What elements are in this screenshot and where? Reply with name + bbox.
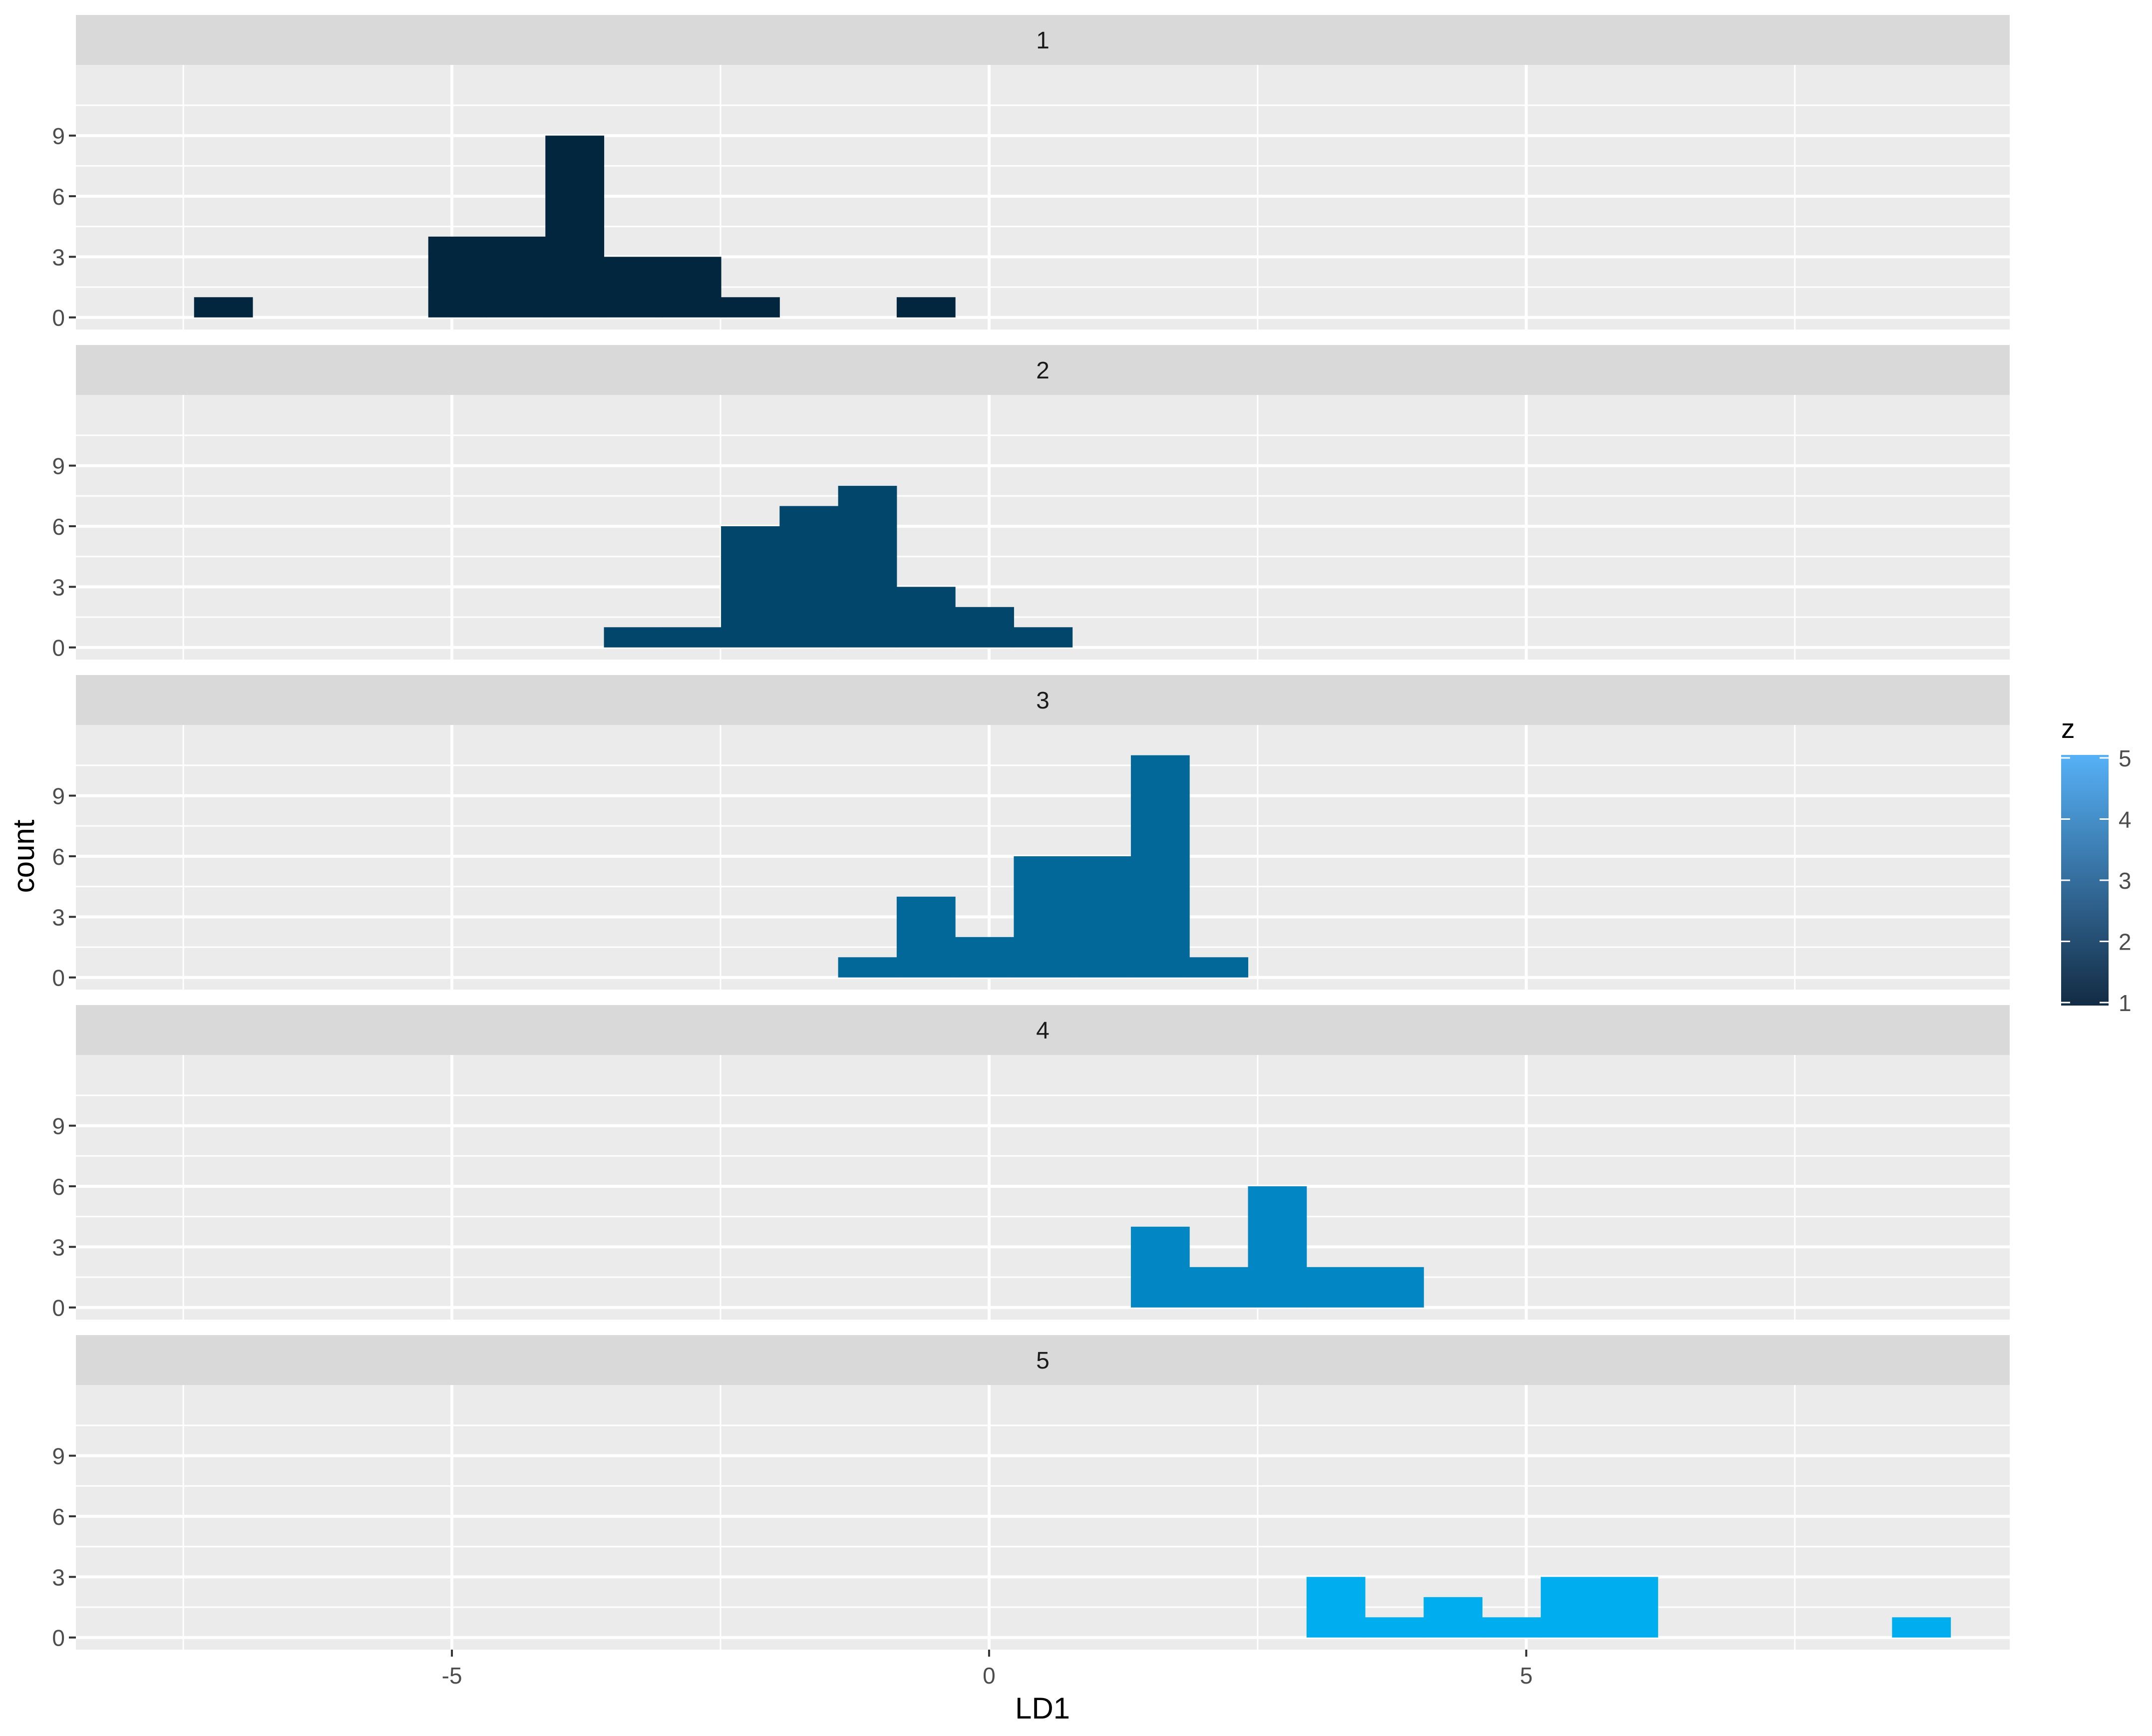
y-tick-label: 3 (52, 1234, 65, 1260)
legend: z 1 2 3 4 5 (2061, 713, 2132, 1016)
facet-panel-2: 2 0 3 6 9 (52, 345, 2010, 661)
y-tick-label: 0 (52, 305, 65, 331)
facet-strip-label: 1 (1036, 27, 1050, 54)
facet-strip (76, 675, 2010, 725)
histogram-bar (1540, 1577, 1600, 1638)
y-tick-label: 9 (52, 123, 65, 149)
facet-strip (76, 1005, 2010, 1055)
y-axis-title: count (7, 819, 40, 893)
histogram-bar (662, 627, 721, 648)
y-tick-label: 6 (52, 184, 65, 210)
histogram-bar (1599, 1577, 1658, 1638)
histogram-bar (896, 297, 956, 318)
legend-title: z (2061, 713, 2075, 744)
facet-panel-1: 1 0 3 6 9 (52, 15, 2010, 331)
histogram-bar (1248, 1186, 1307, 1308)
y-tick-label: 6 (52, 844, 65, 870)
y-tick-label: 3 (52, 1564, 65, 1590)
histogram-bar (1306, 1267, 1366, 1308)
histogram-bar (1130, 1226, 1190, 1308)
facet-strip-label: 4 (1036, 1018, 1050, 1044)
facet-panels: 1 0 3 6 9 2 0 3 6 9 3 0 3 6 9 4 0 3 6 9 5 0 3 6 9 (52, 15, 2010, 1651)
legend-ticks: 1 2 3 4 5 (2061, 745, 2132, 1016)
histogram-bar (896, 587, 956, 648)
y-tick-label: 6 (52, 1174, 65, 1200)
histogram-bar (1424, 1597, 1483, 1638)
histogram-bar (955, 607, 1014, 648)
histogram-bar (1892, 1617, 1951, 1638)
x-axis: -5 0 5 (442, 1650, 1533, 1689)
y-tick-label: 0 (52, 1625, 65, 1651)
facet-strip-label: 3 (1036, 688, 1050, 714)
facet-strip-label: 2 (1036, 357, 1050, 384)
facet-panel-5: 5 0 3 6 9 (52, 1335, 2010, 1651)
histogram-bar (428, 236, 487, 318)
histogram-bar (721, 526, 780, 648)
histogram-bar (838, 957, 897, 978)
histogram-bar (721, 297, 780, 318)
histogram-bar (1072, 856, 1131, 978)
y-tick-label: 9 (52, 1113, 65, 1139)
histogram-bar (1189, 957, 1248, 978)
x-tick-label: 5 (1520, 1663, 1533, 1689)
histogram-bar (1014, 627, 1073, 648)
y-tick-label: 9 (52, 453, 65, 479)
histogram-bar (487, 236, 546, 318)
legend-tick-label: 3 (2119, 868, 2132, 894)
histogram-bar (604, 257, 663, 318)
legend-tick-label: 4 (2119, 807, 2132, 833)
legend-tick-label: 1 (2119, 990, 2132, 1016)
histogram-bar (194, 297, 253, 318)
histogram-bar (545, 135, 605, 318)
y-tick-label: 3 (52, 904, 65, 930)
x-tick-label: -5 (442, 1663, 462, 1689)
y-tick-label: 3 (52, 244, 65, 270)
histogram-bar (604, 627, 663, 648)
histogram-bar (955, 937, 1014, 978)
facet-strip (76, 345, 2010, 395)
facet-strip (76, 1335, 2010, 1385)
y-tick-label: 0 (52, 965, 65, 991)
facet-strip (76, 15, 2010, 65)
y-tick-label: 3 (52, 574, 65, 600)
histogram-bar (896, 896, 956, 978)
facet-panel-4: 4 0 3 6 9 (52, 1005, 2010, 1321)
y-tick-label: 6 (52, 514, 65, 540)
facet-panel-3: 3 0 3 6 9 (52, 675, 2010, 991)
histogram-bar (662, 257, 721, 318)
y-tick-label: 9 (52, 783, 65, 809)
histogram-bar (1130, 755, 1190, 978)
facet-strip-label: 5 (1036, 1348, 1050, 1374)
histogram-bar (1306, 1577, 1366, 1638)
histogram-bar (1365, 1267, 1424, 1308)
histogram-bar (838, 486, 897, 648)
histogram-bar (1014, 856, 1073, 978)
y-tick-label: 6 (52, 1504, 65, 1530)
legend-tick-label: 5 (2119, 745, 2132, 771)
histogram-bar (1365, 1617, 1424, 1638)
y-tick-label: 0 (52, 635, 65, 661)
x-axis-title: LD1 (1015, 1692, 1070, 1725)
y-tick-label: 9 (52, 1443, 65, 1469)
legend-tick-label: 2 (2119, 929, 2132, 955)
histogram-bar (1482, 1617, 1541, 1638)
histogram-bar (779, 506, 839, 648)
x-tick-label: 0 (983, 1663, 996, 1689)
y-tick-label: 0 (52, 1295, 65, 1321)
histogram-bar (1189, 1267, 1248, 1308)
